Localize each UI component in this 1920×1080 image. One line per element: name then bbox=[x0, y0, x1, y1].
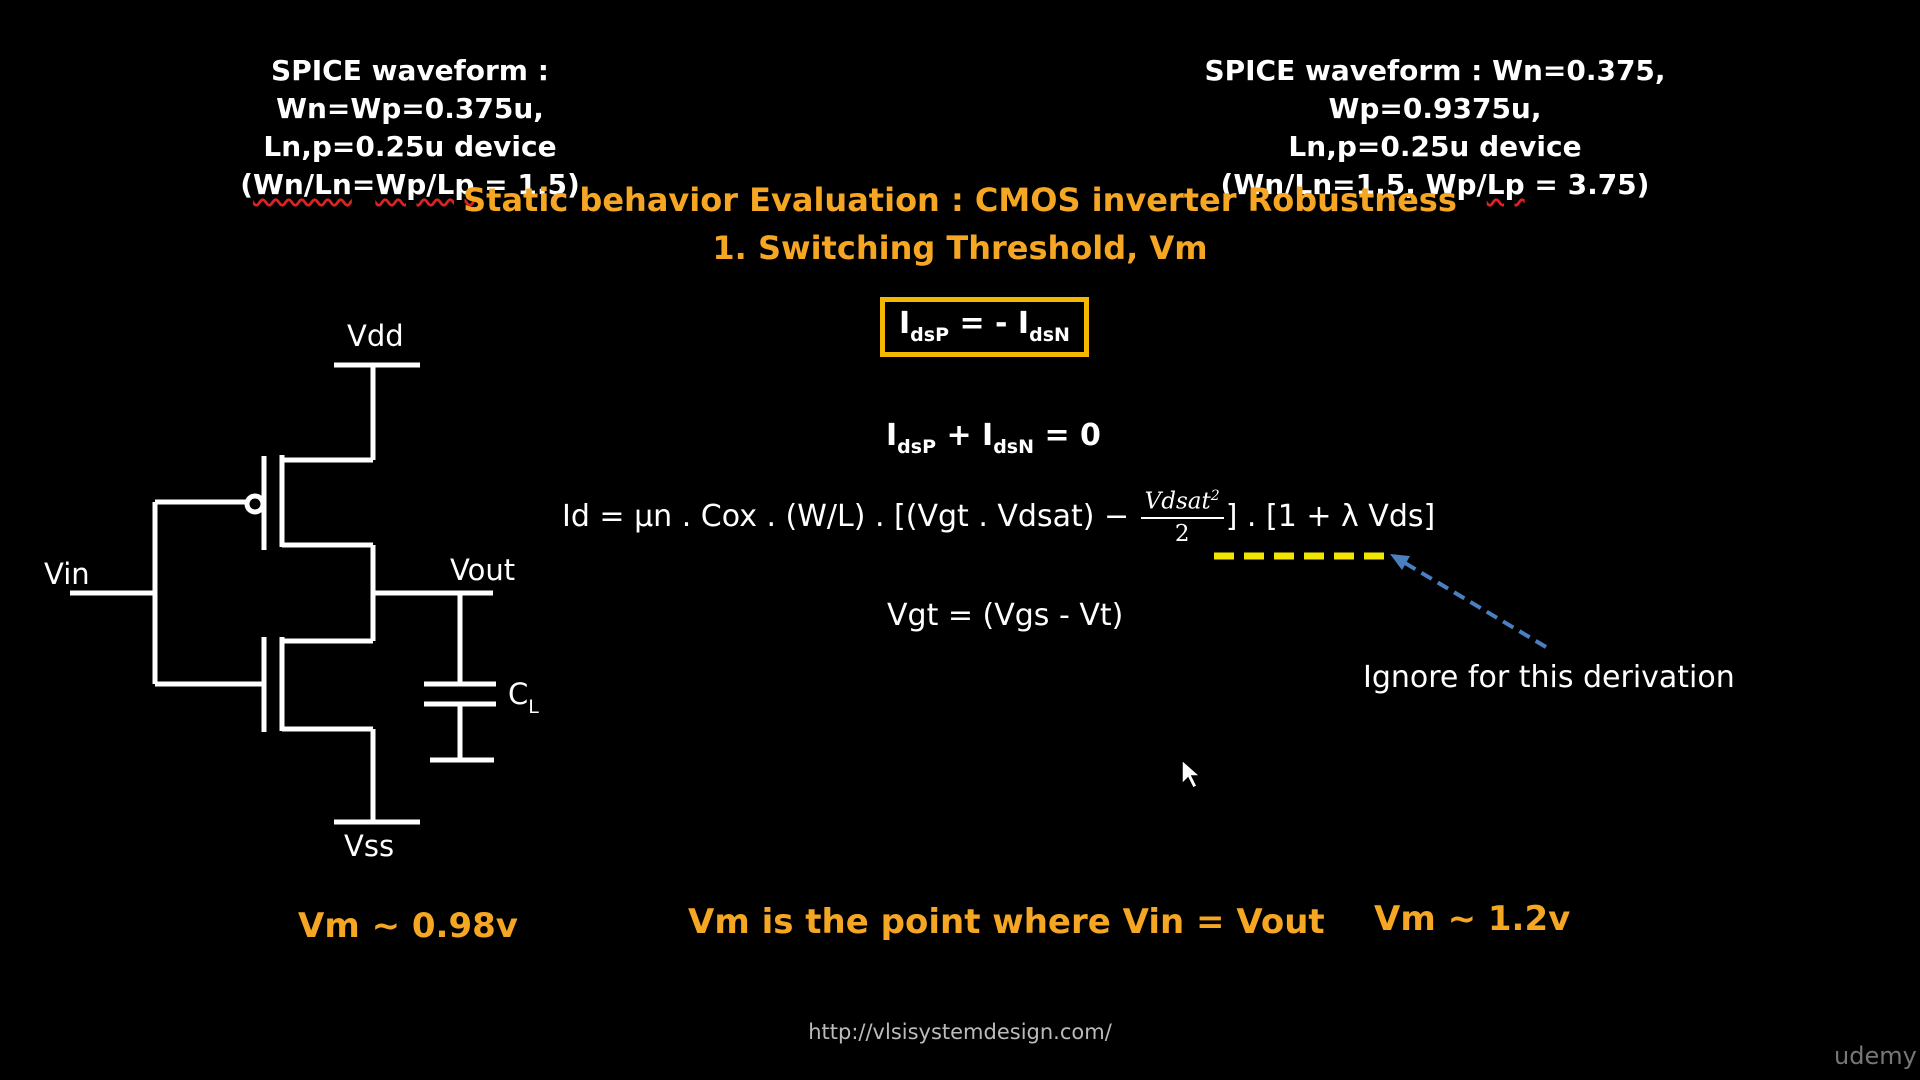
vdd-label: Vdd bbox=[347, 319, 404, 353]
pmos-bubble bbox=[244, 493, 266, 515]
vout-label: Vout bbox=[450, 553, 515, 587]
spice-left-line3: (Wn/Ln=Wp/Lp = 1.5) bbox=[240, 168, 580, 201]
current-balance-box: IdsP = - IdsN bbox=[880, 297, 1089, 357]
spice-right-line2: Ln,p=0.25u device bbox=[1288, 130, 1582, 163]
arrow-head-icon bbox=[1390, 554, 1410, 570]
spice-caption-left: SPICE waveform : Wn=Wp=0.375u, Ln,p=0.25… bbox=[140, 52, 680, 204]
drain-current-equation: Id = µn . Cox . (W/L) . [(Vgt . Vdsat) −… bbox=[562, 488, 1435, 547]
vm-definition: Vm is the point where Vin = Vout bbox=[688, 902, 1325, 942]
id-prefix: Id = µn . Cox . (W/L) . [(Vgt . Vdsat) − bbox=[562, 498, 1130, 534]
footer-url: http://vlsisystemdesign.com/ bbox=[808, 1020, 1112, 1044]
spice-left-ratio-p: Wp/Lp bbox=[375, 168, 475, 201]
spice-caption-right: SPICE waveform : Wn=0.375, Wp=0.9375u, L… bbox=[1125, 52, 1745, 204]
cmos-inverter-circuit: Vdd Vin Vout Vss CL bbox=[44, 319, 539, 863]
mouse-cursor-icon bbox=[1181, 758, 1202, 790]
cl-label: CL bbox=[508, 677, 539, 718]
slide-title: Static behavior Evaluation : CMOS invert… bbox=[463, 181, 1457, 219]
current-sum-equation: IdsP + IdsN = 0 bbox=[886, 418, 1101, 458]
brand-logo: udemy bbox=[1834, 1042, 1917, 1070]
spice-left-line1: SPICE waveform : Wn=Wp=0.375u, bbox=[271, 54, 549, 125]
slide-subtitle: 1. Switching Threshold, Vm bbox=[712, 229, 1208, 267]
vdsat-fraction: Vdsat2 2 bbox=[1140, 488, 1224, 547]
spice-left-line2: Ln,p=0.25u device bbox=[263, 130, 557, 163]
id-suffix: ] . [1 + λ Vds] bbox=[1225, 498, 1436, 534]
spice-right-line1: SPICE waveform : Wn=0.375, Wp=0.9375u, bbox=[1204, 54, 1666, 125]
vm-result-left: Vm ~ 0.98v bbox=[298, 906, 518, 946]
spice-right-lp: Lp bbox=[1486, 168, 1525, 201]
vss-label: Vss bbox=[344, 829, 394, 863]
ignore-annotation: Ignore for this derivation bbox=[1363, 660, 1735, 695]
spice-right-line3: (Wn/Ln=1.5, Wp/Lp = 3.75) bbox=[1220, 168, 1650, 201]
spice-left-ratio-n: Wn/Ln bbox=[253, 168, 352, 201]
vm-result-right: Vm ~ 1.2v bbox=[1374, 899, 1571, 939]
blue-dashed-arrow bbox=[1403, 561, 1548, 649]
vin-label: Vin bbox=[44, 557, 90, 591]
vgt-equation: Vgt = (Vgs - Vt) bbox=[887, 598, 1124, 633]
